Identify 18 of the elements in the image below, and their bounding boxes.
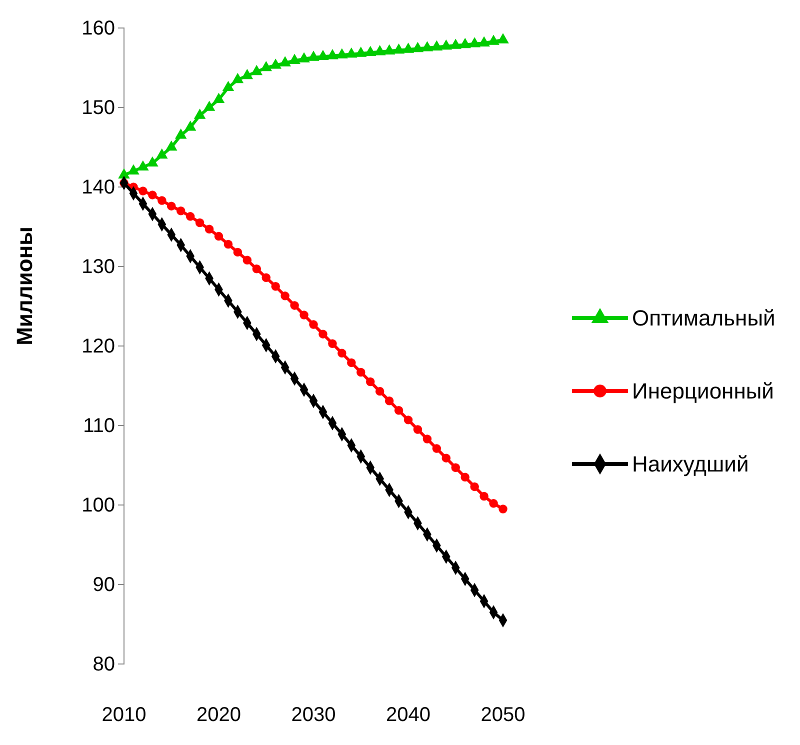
y-tick-label: 140	[82, 176, 115, 198]
y-tick-label: 100	[82, 494, 115, 516]
y-tick-label: 110	[83, 414, 115, 437]
x-tick-label: 2050	[480, 704, 526, 726]
x-tick-label: 2040	[386, 704, 430, 726]
x-tick-label: 2020	[196, 704, 241, 726]
y-tick-label: 90	[92, 574, 115, 596]
y-tick-label: 160	[82, 17, 115, 40]
legend-label: Оптимальный	[632, 306, 776, 331]
y-tick-label: 150	[82, 96, 115, 119]
y-tick-label: 120	[82, 335, 115, 358]
x-tick-label: 2030	[291, 704, 336, 726]
x-tick-label: 2010	[102, 704, 146, 726]
y-tick-label: 130	[82, 256, 115, 278]
legend-label: Инерционный	[632, 378, 774, 404]
y-axis-title: Миллионы	[12, 226, 37, 346]
y-tick-label: 80	[92, 653, 115, 676]
legend-label: Наихудший	[632, 452, 749, 477]
